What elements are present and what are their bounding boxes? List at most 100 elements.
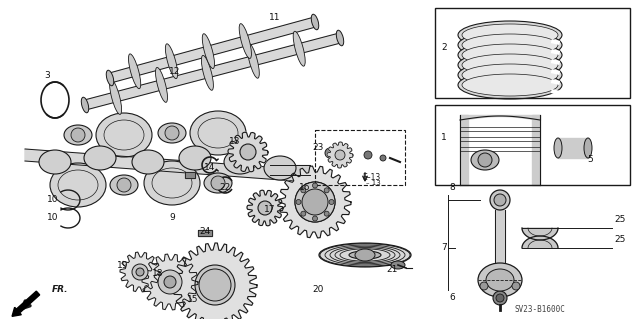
Text: 23: 23 xyxy=(312,144,324,152)
Text: 9: 9 xyxy=(169,213,175,222)
Text: SV23-B1600C: SV23-B1600C xyxy=(515,306,565,315)
Circle shape xyxy=(301,211,306,216)
Ellipse shape xyxy=(462,44,558,66)
Bar xyxy=(435,105,630,185)
Ellipse shape xyxy=(462,74,558,96)
Text: 18: 18 xyxy=(152,269,164,278)
Ellipse shape xyxy=(224,150,256,174)
Circle shape xyxy=(205,275,225,295)
Circle shape xyxy=(132,264,148,280)
Circle shape xyxy=(493,291,507,305)
Polygon shape xyxy=(142,254,198,310)
Ellipse shape xyxy=(50,163,106,207)
Ellipse shape xyxy=(190,111,246,155)
Text: 6: 6 xyxy=(449,293,455,302)
Ellipse shape xyxy=(336,30,344,46)
Circle shape xyxy=(325,148,335,158)
Ellipse shape xyxy=(39,150,71,174)
Ellipse shape xyxy=(458,31,562,59)
Text: 20: 20 xyxy=(312,286,324,294)
FancyArrow shape xyxy=(12,291,40,316)
Polygon shape xyxy=(228,132,268,172)
Circle shape xyxy=(211,176,225,190)
Ellipse shape xyxy=(486,269,514,291)
Ellipse shape xyxy=(293,31,305,66)
Circle shape xyxy=(312,216,317,221)
Circle shape xyxy=(199,269,231,301)
Circle shape xyxy=(258,201,272,215)
Ellipse shape xyxy=(458,71,562,99)
Polygon shape xyxy=(185,172,195,178)
Ellipse shape xyxy=(349,251,381,259)
Text: 21: 21 xyxy=(387,265,397,275)
Text: 15: 15 xyxy=(188,295,199,305)
Text: 25: 25 xyxy=(614,216,626,225)
Polygon shape xyxy=(109,17,316,83)
Text: FR.: FR. xyxy=(52,286,68,294)
Polygon shape xyxy=(25,149,295,181)
Circle shape xyxy=(494,194,506,206)
Ellipse shape xyxy=(202,56,213,90)
Ellipse shape xyxy=(458,41,562,69)
Circle shape xyxy=(324,211,329,216)
Ellipse shape xyxy=(144,161,200,205)
Ellipse shape xyxy=(202,34,214,69)
Ellipse shape xyxy=(391,261,405,269)
Circle shape xyxy=(480,282,488,290)
Ellipse shape xyxy=(462,54,558,76)
Polygon shape xyxy=(198,230,212,236)
Ellipse shape xyxy=(247,43,259,78)
Ellipse shape xyxy=(64,125,92,145)
Polygon shape xyxy=(522,236,558,248)
Ellipse shape xyxy=(458,61,562,89)
Ellipse shape xyxy=(110,175,138,195)
Circle shape xyxy=(490,190,510,210)
Circle shape xyxy=(295,182,335,222)
Text: E–13: E–13 xyxy=(362,173,380,182)
Text: 5: 5 xyxy=(587,155,593,165)
Circle shape xyxy=(324,188,329,193)
Circle shape xyxy=(136,268,144,276)
Text: 1: 1 xyxy=(441,133,447,143)
Ellipse shape xyxy=(471,150,499,170)
Circle shape xyxy=(496,294,504,302)
Text: 10: 10 xyxy=(47,213,59,222)
Polygon shape xyxy=(558,138,588,158)
Ellipse shape xyxy=(478,263,522,297)
Circle shape xyxy=(71,128,85,142)
Circle shape xyxy=(158,270,182,294)
Polygon shape xyxy=(327,142,353,168)
Text: 16: 16 xyxy=(300,183,311,192)
Circle shape xyxy=(164,276,176,288)
Ellipse shape xyxy=(204,173,232,193)
Text: 2: 2 xyxy=(441,43,447,53)
Ellipse shape xyxy=(462,34,558,56)
Ellipse shape xyxy=(462,24,558,46)
Circle shape xyxy=(380,155,386,161)
Text: 11: 11 xyxy=(269,13,281,23)
Polygon shape xyxy=(84,33,341,110)
Text: 19: 19 xyxy=(117,261,129,270)
Circle shape xyxy=(512,282,520,290)
Circle shape xyxy=(305,192,325,212)
Circle shape xyxy=(296,199,301,204)
Ellipse shape xyxy=(584,138,592,158)
Polygon shape xyxy=(247,190,283,226)
Circle shape xyxy=(478,153,492,167)
Polygon shape xyxy=(532,115,540,185)
Circle shape xyxy=(335,150,345,160)
Ellipse shape xyxy=(355,249,375,261)
Ellipse shape xyxy=(132,150,164,174)
Bar xyxy=(315,130,405,185)
Ellipse shape xyxy=(96,113,152,157)
Circle shape xyxy=(302,189,328,215)
Text: 7: 7 xyxy=(441,243,447,253)
Ellipse shape xyxy=(179,146,211,170)
Ellipse shape xyxy=(239,24,252,58)
Ellipse shape xyxy=(158,123,186,143)
Text: 24: 24 xyxy=(200,227,211,236)
Ellipse shape xyxy=(264,156,296,180)
Circle shape xyxy=(165,126,179,140)
Polygon shape xyxy=(279,166,351,238)
Ellipse shape xyxy=(106,70,114,86)
